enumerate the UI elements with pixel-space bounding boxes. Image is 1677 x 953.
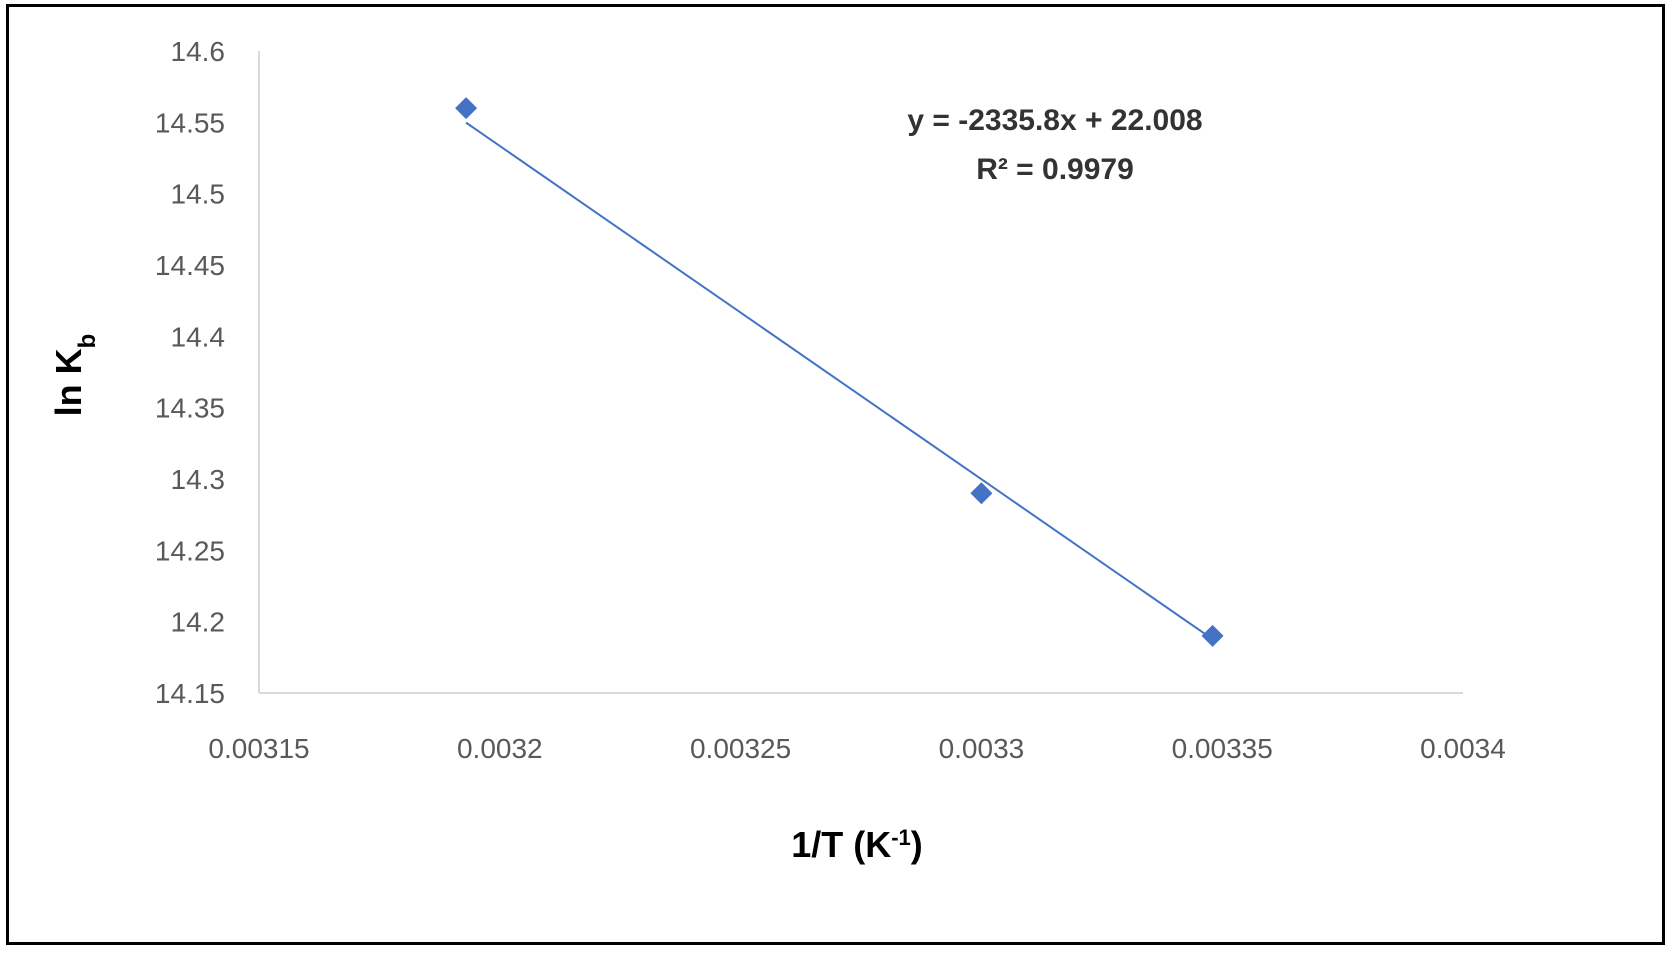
data-point-marker — [970, 482, 993, 505]
x-tick-label: 0.00325 — [690, 733, 791, 764]
x-tick-label: 0.0032 — [457, 733, 543, 764]
x-axis-title: 1/T (K-1) — [791, 824, 923, 865]
x-axis-title-close: ) — [911, 824, 923, 865]
y-tick-label: 14.3 — [171, 464, 226, 495]
x-tick-label: 0.00335 — [1172, 733, 1273, 764]
x-tick-label: 0.0033 — [939, 733, 1025, 764]
x-tick-label: 0.00315 — [208, 733, 309, 764]
chart-frame: 14.15 14.2 14.25 14.3 14.35 14.4 14.45 14.5 14.5… — [6, 4, 1665, 945]
y-tick-label: 14.15 — [155, 678, 225, 709]
y-tick-label: 14.25 — [155, 535, 225, 566]
y-axis-title-sub: b — [74, 334, 101, 349]
y-tick-label: 14.45 — [155, 250, 225, 281]
y-tick-label: 14.5 — [171, 179, 226, 210]
x-tick-label: 0.0034 — [1420, 733, 1506, 764]
y-tick-label: 14.6 — [171, 36, 226, 67]
y-tick-labels: 14.15 14.2 14.25 14.3 14.35 14.4 14.45 14.5 14.5… — [155, 36, 225, 709]
x-axis-title-base: 1/T (K — [791, 824, 891, 865]
y-tick-label: 14.4 — [171, 321, 226, 352]
r-squared-label: R² = 0.9979 — [976, 153, 1134, 186]
trendline-equation: y = -2335.8x + 22.008 — [907, 104, 1202, 137]
data-points — [455, 97, 1224, 647]
scatter-chart: 14.15 14.2 14.25 14.3 14.35 14.4 14.45 14.5 14.5… — [48, 36, 1506, 865]
y-tick-label: 14.2 — [171, 607, 226, 638]
y-axis-title-base: ln K — [48, 348, 89, 416]
y-tick-label: 14.55 — [155, 107, 225, 138]
trendline — [465, 121, 1214, 640]
data-point-marker — [1201, 624, 1224, 647]
x-axis-title-sup: -1 — [891, 825, 911, 850]
y-axis-title: ln Kb — [48, 334, 101, 417]
y-tick-label: 14.35 — [155, 393, 225, 424]
x-tick-labels: 0.00315 0.0032 0.00325 0.0033 0.00335 0.0034 — [208, 733, 1505, 764]
axes — [258, 51, 1463, 694]
data-point-marker — [455, 97, 478, 120]
